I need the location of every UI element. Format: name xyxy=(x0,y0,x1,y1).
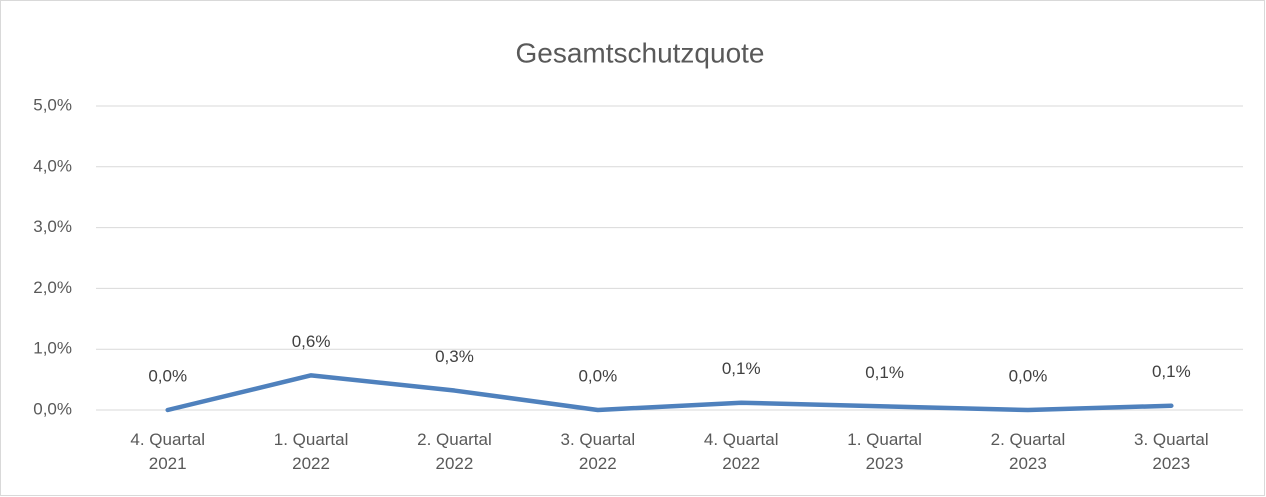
data-label: 0,1% xyxy=(1152,362,1191,381)
line xyxy=(165,373,1174,413)
y-tick-label: 1,0% xyxy=(33,339,72,358)
x-tick-label: 3. Quartal 2022 xyxy=(560,430,636,473)
x-tick-label: 4. Quartal 2021 xyxy=(130,430,206,473)
data-label: 0,0% xyxy=(148,366,187,385)
y-tick-label: 4,0% xyxy=(33,156,72,175)
y-tick-label: 5,0% xyxy=(33,95,72,114)
x-tick-label: 1. Quartal 2023 xyxy=(847,430,922,473)
y-tick-label: 2,0% xyxy=(33,278,72,297)
data-label: 0,1% xyxy=(865,363,904,382)
x-tick-label: 3. Quartal 2023 xyxy=(1133,430,1209,473)
y-tick-label: 0,0% xyxy=(33,399,72,418)
data-label: 0,3% xyxy=(435,347,474,366)
chart-title: Gesamtschutzquote xyxy=(515,37,764,68)
data-label: 0,1% xyxy=(722,359,761,378)
data-label: 0,0% xyxy=(578,366,617,385)
x-tick-label: 4. Quartal 2022 xyxy=(703,430,779,473)
x-tick-label: 2. Quartal 2022 xyxy=(417,430,492,473)
data-label: 0,6% xyxy=(292,332,331,351)
y-tick-label: 3,0% xyxy=(33,217,72,236)
data-label: 0,0% xyxy=(1009,366,1048,385)
x-tick-label: 2. Quartal 2023 xyxy=(990,430,1066,473)
x-tick-label: 1. Quartal 2022 xyxy=(273,430,349,473)
